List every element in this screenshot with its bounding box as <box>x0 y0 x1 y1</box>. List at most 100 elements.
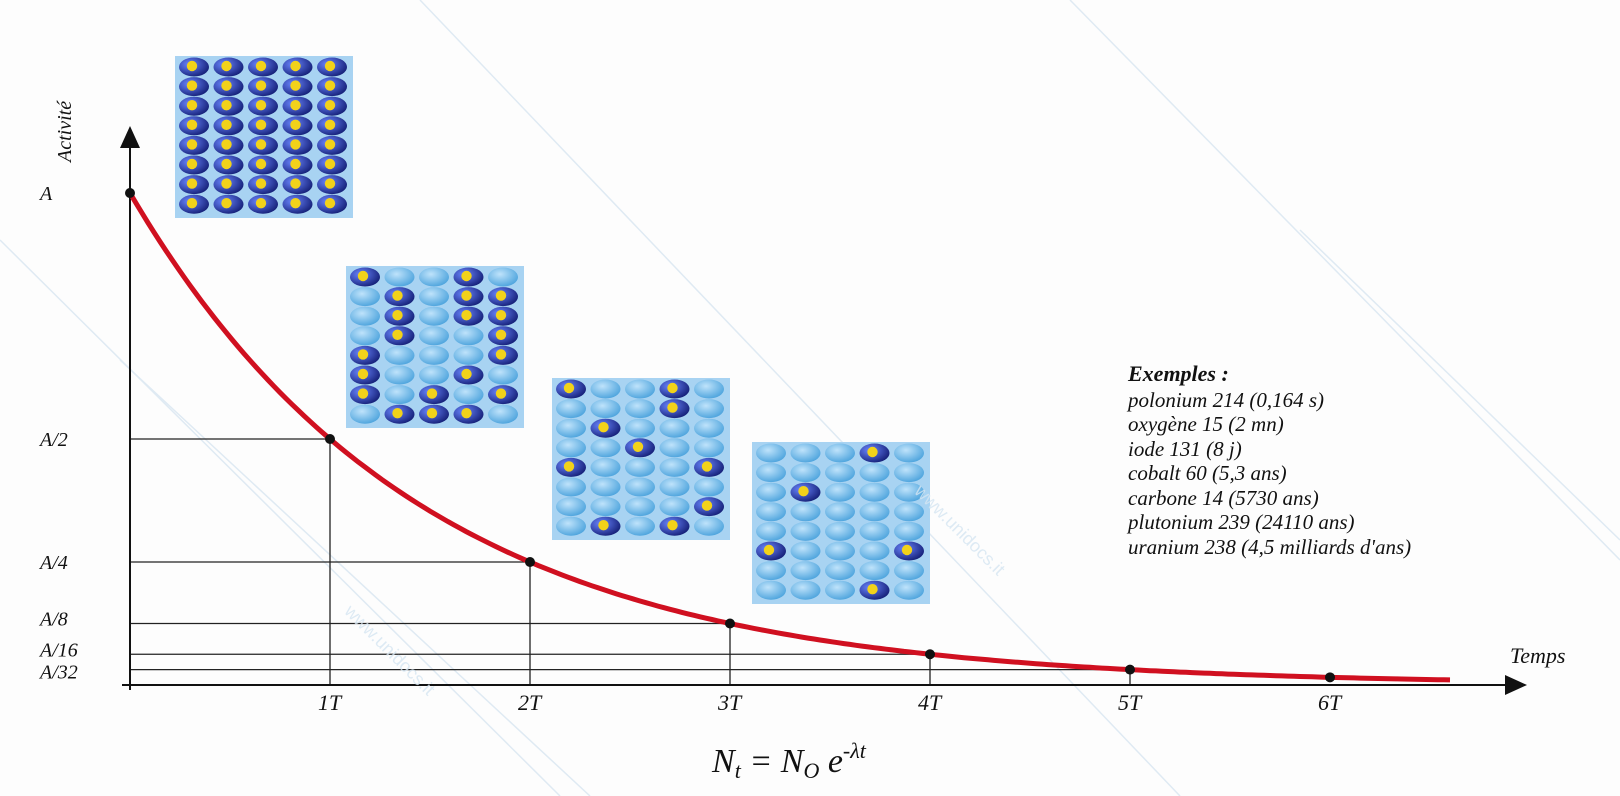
active-atom-core <box>357 270 369 282</box>
decayed-atom <box>659 418 690 438</box>
active-atom-core <box>290 139 301 150</box>
watermark-line <box>1069 0 1620 561</box>
decayed-atom <box>590 399 621 419</box>
decayed-atom <box>790 580 821 600</box>
decayed-atom <box>790 541 821 561</box>
active-atom-core <box>186 119 198 130</box>
x-tick-labels: 1T 2T 3T 4T 5T 6T <box>318 690 1343 715</box>
example-item: polonium 214 (0,164 s) <box>1128 387 1324 412</box>
active-atom-core <box>324 60 336 72</box>
decayed-atom <box>590 497 621 517</box>
example-item: oxygène 15 (2 mn) <box>1128 412 1284 436</box>
active-atom-core <box>667 382 678 394</box>
atom-grids <box>175 56 930 604</box>
active-atom-core <box>563 461 575 472</box>
active-atom-core <box>426 388 438 399</box>
examples-list: polonium 214 (0,164 s) oxygène 15 (2 mn) i… <box>1128 388 1411 560</box>
active-atom-core <box>290 60 301 72</box>
active-atom-core <box>632 441 644 452</box>
decayed-atom <box>488 404 518 424</box>
active-atom-core <box>357 349 369 360</box>
half-life-guides <box>130 438 1131 685</box>
decayed-atom <box>825 541 855 561</box>
active-atom-core <box>255 178 267 189</box>
decayed-atom <box>694 477 724 497</box>
decayed-atom <box>384 267 415 287</box>
active-atom-core <box>290 119 301 130</box>
examples-box: Exemples : polonium 214 (0,164 s) oxygène… <box>1128 361 1411 560</box>
active-atom-core <box>667 402 678 413</box>
decayed-atom <box>659 477 690 497</box>
atom-grid <box>175 56 353 218</box>
decayed-atom <box>384 385 415 405</box>
active-atom-core <box>426 408 438 419</box>
decayed-atom <box>384 345 415 365</box>
half-life-points <box>125 188 1335 683</box>
active-atom-core <box>701 500 713 511</box>
active-atom-core <box>290 178 301 189</box>
decayed-atom <box>825 443 855 463</box>
decayed-atom <box>756 463 786 483</box>
decayed-atom <box>894 502 924 522</box>
decayed-atom <box>488 365 518 385</box>
active-atom-core <box>221 100 232 111</box>
example-item: plutonium 239 (24110 ans) <box>1128 510 1355 534</box>
half-life-point <box>1325 672 1335 683</box>
decayed-atom <box>859 561 890 581</box>
active-atom-core <box>357 388 369 399</box>
decayed-atom <box>556 438 586 458</box>
decayed-atom <box>756 502 786 522</box>
y-tick-label: A/4 <box>38 552 68 574</box>
example-item: iode 131 (8 j) <box>1128 436 1242 461</box>
x-tick-label: 6T <box>1318 690 1343 715</box>
decayed-atom <box>894 561 924 581</box>
active-atom-core <box>290 158 301 170</box>
decayed-atom <box>419 365 449 385</box>
active-atom-core <box>186 158 198 170</box>
decayed-atom <box>350 287 380 307</box>
y-tick-label: A/16 <box>38 639 78 661</box>
decayed-atom <box>556 516 586 536</box>
decayed-atom <box>859 521 890 541</box>
active-atom-core <box>461 408 472 419</box>
decayed-atom <box>350 404 380 424</box>
decayed-atom <box>453 345 484 365</box>
active-atom-core <box>598 422 609 433</box>
active-atom-core <box>255 119 267 130</box>
decayed-atom <box>825 561 855 581</box>
active-atom-core <box>324 158 336 170</box>
decayed-atom <box>625 379 655 399</box>
decayed-atom <box>488 267 518 287</box>
decayed-atom <box>859 541 890 561</box>
x-axis-label: Temps <box>1510 643 1565 668</box>
active-atom-core <box>324 100 336 111</box>
active-atom-core <box>255 158 267 170</box>
decayed-atom <box>694 516 724 536</box>
active-atom-core <box>221 60 232 72</box>
decayed-atom <box>894 482 924 502</box>
active-atom-core <box>186 139 198 150</box>
x-tick-label: 4T <box>918 690 943 715</box>
decayed-atom <box>756 561 786 581</box>
active-atom-core <box>392 329 403 340</box>
decayed-atom <box>625 477 655 497</box>
active-atom-core <box>186 60 198 72</box>
decayed-atom <box>419 287 449 307</box>
decayed-atom <box>625 418 655 438</box>
decayed-atom <box>859 482 890 502</box>
decayed-atom <box>590 477 621 497</box>
active-atom-core <box>255 198 267 209</box>
y-tick-label: A/32 <box>38 662 78 684</box>
formula-rhs-sub: O <box>803 758 820 783</box>
decayed-atom <box>556 497 586 517</box>
active-atom-core <box>221 119 232 130</box>
active-atom-core <box>495 290 507 301</box>
active-atom-core <box>563 382 575 394</box>
active-atom-core <box>392 290 403 301</box>
decayed-atom <box>659 457 690 477</box>
active-atom-core <box>461 368 472 380</box>
formula-exponent: -λt <box>842 738 866 763</box>
active-atom-core <box>255 100 267 111</box>
decayed-atom <box>419 326 449 346</box>
x-tick-label: 5T <box>1118 690 1143 715</box>
